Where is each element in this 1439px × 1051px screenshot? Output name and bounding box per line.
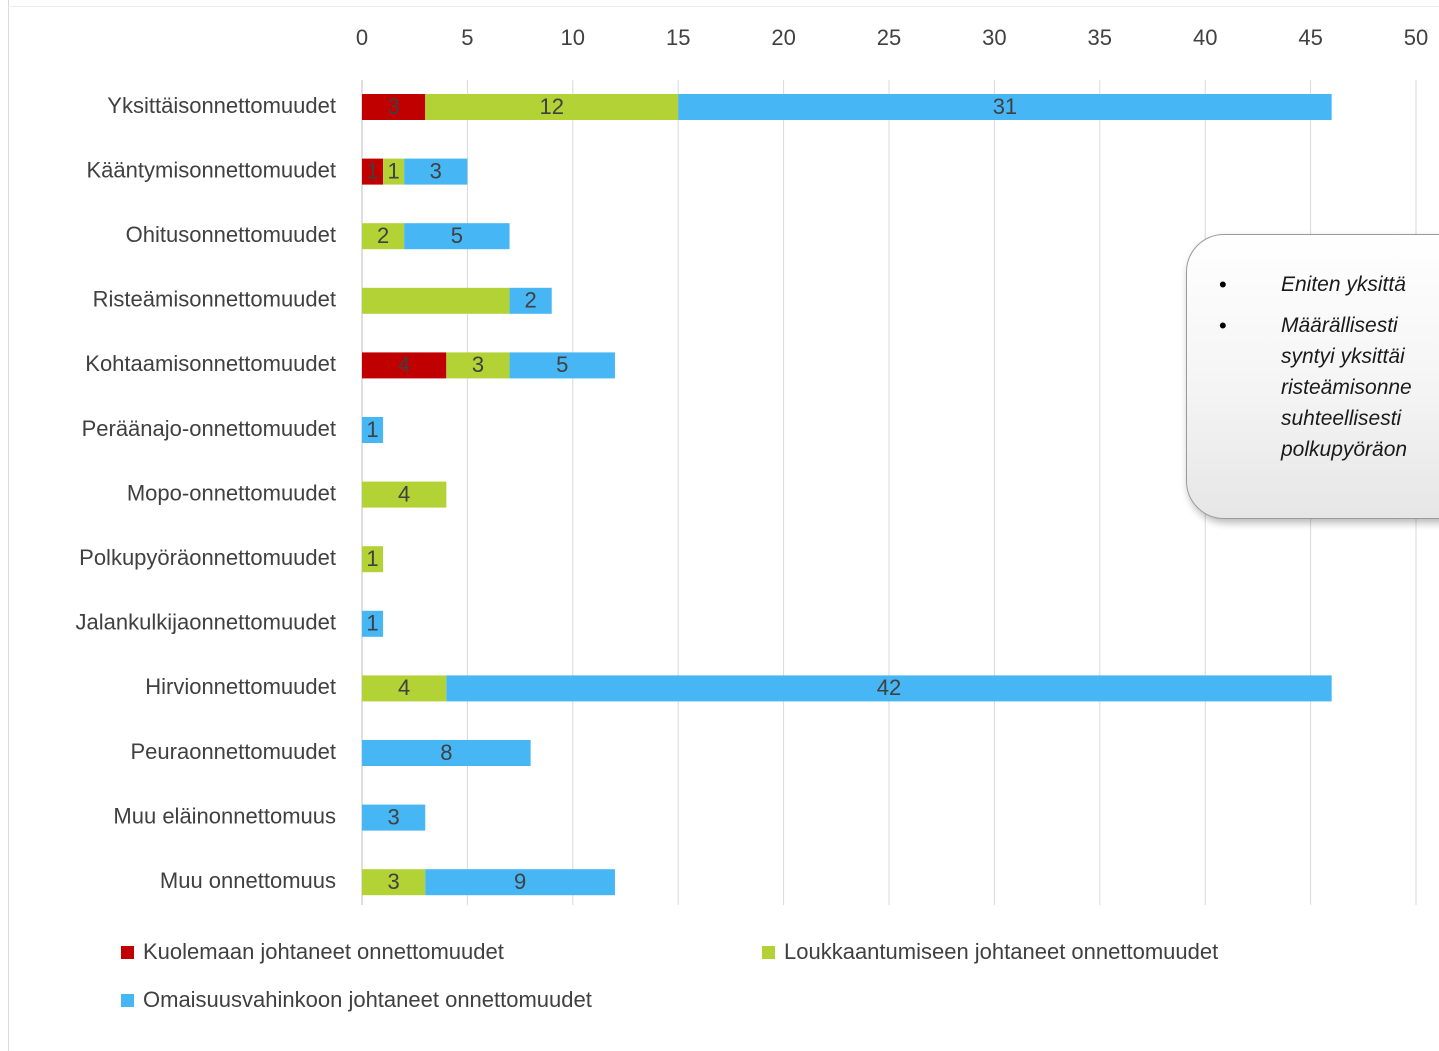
category-label: Ohitusonnettomuudet bbox=[126, 222, 336, 247]
category-label: Mopo-onnettomuudet bbox=[127, 480, 336, 505]
data-label: 8 bbox=[440, 740, 452, 765]
bar-segment bbox=[362, 546, 384, 573]
data-label: 1 bbox=[366, 158, 378, 183]
bar-segment bbox=[383, 158, 405, 185]
data-label: 1 bbox=[366, 611, 378, 636]
data-label: 3 bbox=[430, 158, 442, 183]
bars bbox=[362, 94, 1332, 896]
data-label: 2 bbox=[525, 288, 537, 313]
bar-segment bbox=[678, 94, 1332, 120]
bar-segment bbox=[362, 675, 447, 702]
legend-swatch bbox=[121, 946, 134, 959]
callout-text-line: polkupyöräon bbox=[1281, 438, 1408, 461]
bar-segment bbox=[446, 352, 510, 379]
axis: 0 5 10 15 20 25 30 35 40 45 50 bbox=[356, 25, 1428, 50]
x-tick-label-10: 10 bbox=[561, 25, 585, 50]
category-label: Peuraonnettomuudet bbox=[131, 739, 337, 764]
x-tick-label-5: 5 bbox=[461, 25, 473, 50]
callout-text-line: syntyi yksittäi bbox=[1281, 345, 1405, 368]
data-label: 1 bbox=[366, 417, 378, 442]
bar-segment bbox=[362, 869, 426, 896]
bar-segment bbox=[425, 94, 679, 120]
x-tick-label-0: 0 bbox=[356, 25, 368, 50]
data-label: 2 bbox=[377, 223, 389, 248]
legend: Kuolemaan johtaneet onnettomuudet Loukkaa… bbox=[121, 939, 1218, 1012]
bar-segment bbox=[362, 804, 426, 831]
x-tick-label-30: 30 bbox=[982, 25, 1006, 50]
bar-segment bbox=[446, 675, 1332, 702]
legend-label: Loukkaantumiseen johtaneet onnettomuudet bbox=[784, 939, 1218, 964]
callout-bullet-list: • Eniten yksittä • Määrällisesti syntyi yksi… bbox=[1187, 235, 1439, 465]
labels: Yksittäisonnettomuudet 3 12 31Kääntymisonne… bbox=[75, 93, 1017, 894]
category-label: Muu onnettomuus bbox=[160, 868, 336, 893]
data-label: 12 bbox=[539, 94, 563, 119]
x-tick-label-40: 40 bbox=[1193, 25, 1217, 50]
bar-segment bbox=[362, 610, 384, 637]
callout-text-line: Määrällisesti bbox=[1281, 314, 1398, 337]
bar-segment bbox=[362, 94, 426, 120]
data-label: 3 bbox=[387, 94, 399, 119]
bar-segment bbox=[362, 287, 510, 314]
data-label: 3 bbox=[387, 869, 399, 894]
annotation-callout: • Eniten yksittä • Määrällisesti syntyi yksi… bbox=[1186, 234, 1439, 519]
legend-label: Omaisuusvahinkoon johtaneet onnettomuude… bbox=[143, 987, 592, 1012]
category-label: Peräänajo-onnettomuudet bbox=[82, 416, 336, 441]
bar-segment bbox=[362, 481, 447, 508]
data-label: 31 bbox=[993, 94, 1017, 119]
x-tick-label-15: 15 bbox=[666, 25, 690, 50]
category-label: Risteämisonnettomuudet bbox=[93, 287, 336, 312]
data-label: 4 bbox=[398, 675, 410, 700]
bar-segment bbox=[362, 158, 384, 185]
data-label: 5 bbox=[556, 352, 568, 377]
data-label: 4 bbox=[398, 481, 410, 506]
legend-swatch bbox=[121, 994, 134, 1007]
legend-label: Kuolemaan johtaneet onnettomuudet bbox=[143, 939, 504, 964]
x-tick-label-20: 20 bbox=[771, 25, 795, 50]
bar-segment bbox=[362, 417, 384, 443]
category-label: Jalankulkijaonnettomuudet bbox=[75, 610, 336, 635]
bar-segment bbox=[509, 287, 552, 314]
bar-segment bbox=[362, 740, 531, 766]
callout-text-line: Eniten yksittä bbox=[1281, 273, 1406, 296]
callout-item: • Eniten yksittä bbox=[1207, 269, 1439, 300]
data-label: 3 bbox=[387, 804, 399, 829]
bullet-icon: • bbox=[1219, 272, 1227, 297]
left-border bbox=[8, 0, 9, 1051]
data-label: 1 bbox=[366, 546, 378, 571]
legend-swatch bbox=[762, 946, 775, 959]
bar-segment bbox=[425, 869, 615, 896]
bar-segment bbox=[404, 223, 510, 250]
bar-segment bbox=[362, 223, 405, 250]
category-label: Muu eläinonnettomuus bbox=[113, 803, 336, 828]
bar-segment bbox=[404, 158, 468, 185]
x-tick-label-25: 25 bbox=[877, 25, 901, 50]
data-label: 4 bbox=[398, 352, 410, 377]
bar-segment bbox=[362, 352, 447, 379]
data-label: 1 bbox=[387, 158, 399, 183]
callout-text-line: risteämisonne bbox=[1281, 376, 1412, 399]
category-label: Yksittäisonnettomuudet bbox=[107, 93, 336, 118]
category-label: Kääntymisonnettomuudet bbox=[87, 157, 337, 182]
data-label: 42 bbox=[877, 675, 901, 700]
x-tick-label-50: 50 bbox=[1404, 25, 1428, 50]
data-label: 9 bbox=[514, 869, 526, 894]
top-border bbox=[8, 6, 1439, 7]
category-label: Polkupyöräonnettomuudet bbox=[79, 545, 336, 570]
data-label: 3 bbox=[472, 352, 484, 377]
bullet-icon: • bbox=[1219, 313, 1227, 338]
bar-segment bbox=[509, 352, 615, 379]
category-label: Hirvionnettomuudet bbox=[145, 674, 336, 699]
data-label: 5 bbox=[451, 223, 463, 248]
callout-item: • Määrällisesti syntyi yksittäi risteämison… bbox=[1207, 310, 1439, 465]
category-label: Kohtaamisonnettomuudet bbox=[85, 351, 336, 376]
x-tick-label-45: 45 bbox=[1298, 25, 1322, 50]
callout-text-line: suhteellisesti bbox=[1281, 407, 1402, 430]
x-tick-label-35: 35 bbox=[1088, 25, 1112, 50]
